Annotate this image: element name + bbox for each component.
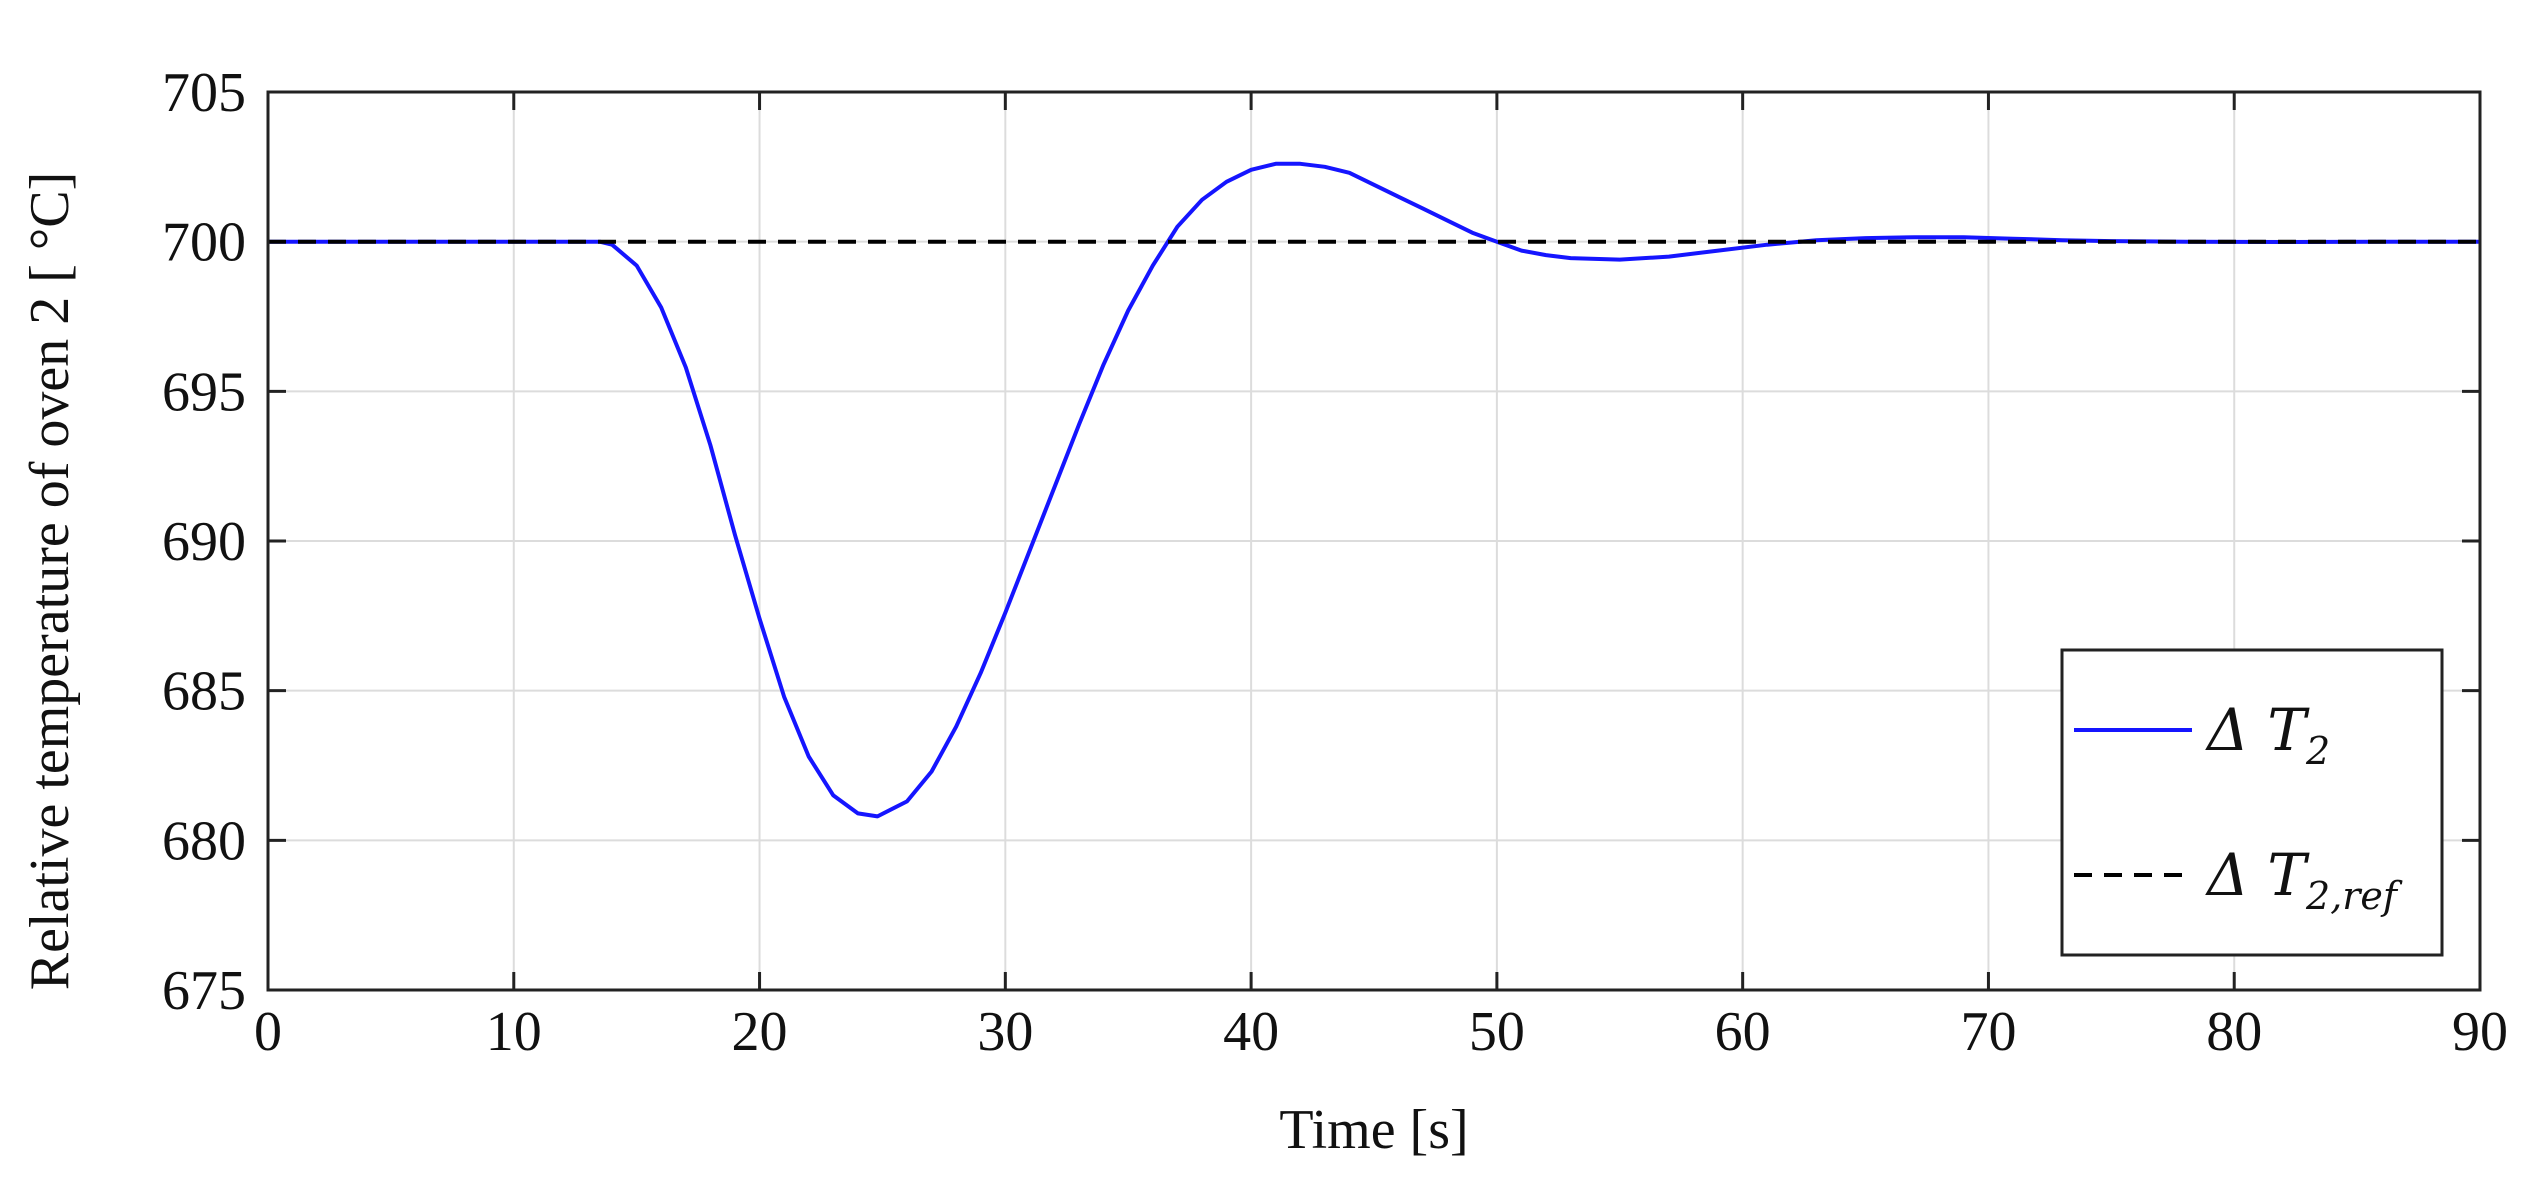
y-tick-label: 675 bbox=[162, 960, 246, 1022]
y-axis-title: Relative temperature of oven 2 [ °C] bbox=[19, 172, 81, 991]
x-tick-label: 0 bbox=[254, 1001, 282, 1063]
legend-label-0: Δ T2 bbox=[2205, 696, 2330, 773]
y-tick-label: 705 bbox=[162, 62, 246, 124]
x-tick-label: 20 bbox=[732, 1001, 788, 1063]
tick-labels: 0 10 20 30 40 50 60 70 80 90 675 680 685 690 695 700 705 bbox=[162, 62, 2508, 1063]
legend-label-main: Δ T bbox=[2205, 841, 2310, 909]
x-tick-label: 30 bbox=[977, 1001, 1033, 1063]
y-tick-label: 695 bbox=[162, 361, 246, 423]
y-tick-label: 690 bbox=[162, 511, 246, 573]
legend-label-main: Δ T bbox=[2205, 696, 2310, 764]
plot-frame bbox=[266, 90, 2482, 992]
series bbox=[268, 161, 2480, 819]
x-tick-label: 50 bbox=[1469, 1001, 1525, 1063]
y-tick-label: 685 bbox=[162, 661, 246, 723]
legend-label-subscript: 2,ref bbox=[2305, 874, 2403, 918]
legend-box bbox=[2060, 648, 2444, 957]
y-tick-label: 700 bbox=[162, 212, 246, 274]
legend-label-subscript: 2 bbox=[2305, 729, 2330, 773]
x-tick-label: 70 bbox=[1960, 1001, 2016, 1063]
x-tick-label: 90 bbox=[2452, 1001, 2508, 1063]
y-tick-label: 680 bbox=[162, 810, 246, 872]
x-axis-title: Time [s] bbox=[1279, 1099, 1468, 1161]
series-line-temperature bbox=[268, 161, 2480, 819]
legend-label-1: Δ T2,ref bbox=[2205, 841, 2403, 918]
x-tick-label: 10 bbox=[486, 1001, 542, 1063]
x-tick-label: 40 bbox=[1223, 1001, 1279, 1063]
legend: Δ T2Δ T2,ref bbox=[2060, 648, 2444, 957]
x-tick-label: 80 bbox=[2206, 1001, 2262, 1063]
x-tick-label: 60 bbox=[1715, 1001, 1771, 1063]
